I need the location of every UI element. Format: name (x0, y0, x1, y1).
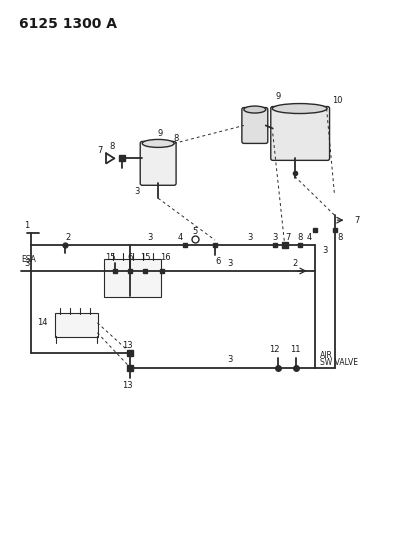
Text: 16: 16 (160, 253, 171, 262)
Text: 3: 3 (135, 187, 140, 196)
FancyBboxPatch shape (104, 259, 161, 297)
Text: 7: 7 (285, 232, 290, 241)
Ellipse shape (272, 103, 327, 114)
Text: 13: 13 (122, 381, 133, 390)
Ellipse shape (142, 140, 174, 148)
Text: AIR: AIR (319, 351, 333, 360)
Text: 14: 14 (37, 318, 48, 327)
Text: 6: 6 (128, 253, 133, 262)
Text: 9: 9 (275, 92, 280, 101)
Text: 8: 8 (173, 134, 179, 143)
Text: 9: 9 (157, 129, 163, 138)
Text: 4: 4 (307, 232, 312, 241)
Text: 3: 3 (227, 355, 233, 364)
Text: 4: 4 (177, 232, 183, 241)
Text: 7: 7 (98, 146, 103, 155)
Text: 15: 15 (140, 253, 151, 262)
Text: SW VALVE: SW VALVE (319, 358, 357, 367)
FancyBboxPatch shape (55, 313, 98, 337)
Text: 3: 3 (322, 246, 327, 255)
Text: 6: 6 (215, 256, 221, 265)
Text: 3: 3 (148, 232, 153, 241)
Text: 7: 7 (355, 216, 360, 224)
Text: 12: 12 (270, 345, 280, 354)
Text: 10: 10 (333, 96, 343, 105)
Text: 8: 8 (110, 142, 115, 151)
Text: 6125 1300 A: 6125 1300 A (19, 17, 117, 31)
Text: 2: 2 (66, 232, 71, 241)
Text: 3: 3 (247, 232, 253, 241)
Text: 3: 3 (272, 232, 277, 241)
Text: 5: 5 (193, 227, 197, 236)
Text: 13: 13 (122, 341, 133, 350)
Text: 3: 3 (227, 259, 233, 268)
Text: 11: 11 (290, 345, 301, 354)
Text: 8: 8 (338, 232, 343, 241)
FancyBboxPatch shape (271, 107, 330, 160)
Text: ESA: ESA (21, 255, 36, 263)
FancyBboxPatch shape (242, 108, 268, 143)
Text: 2: 2 (292, 259, 297, 268)
FancyBboxPatch shape (140, 141, 176, 185)
Text: 8: 8 (297, 232, 302, 241)
Ellipse shape (244, 106, 266, 113)
Text: 3: 3 (24, 259, 29, 268)
Text: 15: 15 (105, 253, 115, 262)
Text: 1: 1 (24, 221, 29, 230)
